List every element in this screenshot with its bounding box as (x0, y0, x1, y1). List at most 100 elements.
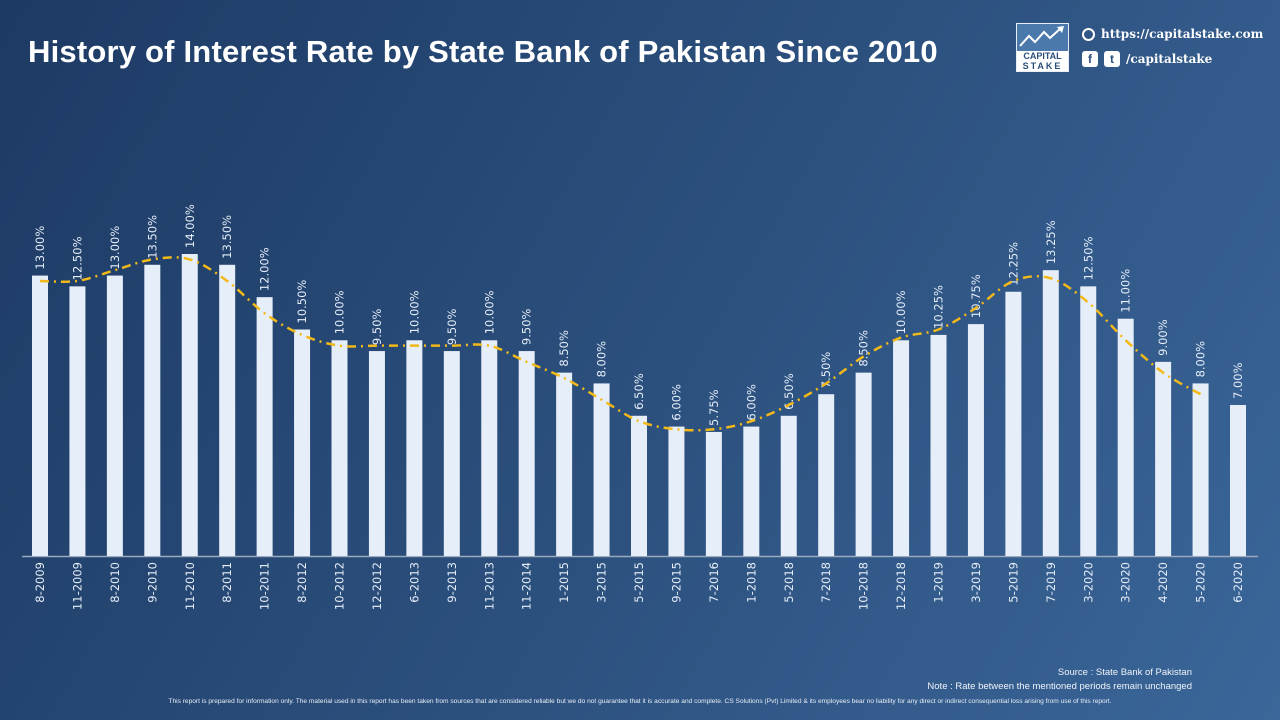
data-label: 5.75% (707, 389, 721, 426)
data-label: 8.00% (595, 341, 609, 378)
bar (406, 340, 423, 556)
globe-icon (1082, 27, 1095, 41)
bar (69, 286, 86, 556)
social-link[interactable]: f t /capitalstake (1082, 51, 1212, 67)
bar (518, 351, 535, 556)
bar (256, 297, 273, 556)
facebook-icon[interactable]: f (1082, 51, 1098, 67)
disclaimer-text: This report is prepared for information … (168, 698, 1112, 705)
data-label: 9.50% (520, 308, 534, 345)
data-label: 10.50% (295, 280, 309, 324)
bar (855, 372, 872, 556)
x-tick-label: 4-2020 (1156, 562, 1170, 603)
data-label: 11.00% (1119, 269, 1133, 313)
x-tick-label: 9-2015 (669, 562, 683, 603)
data-label: 12.50% (70, 236, 84, 280)
data-label: 10.00% (894, 290, 908, 334)
data-label: 13.25% (1044, 220, 1058, 264)
bar (893, 340, 910, 556)
x-tick-label: 9-2010 (145, 562, 159, 603)
bar (144, 264, 161, 556)
data-label: 12.00% (258, 247, 272, 291)
data-label: 6.50% (632, 373, 646, 410)
data-label: 10.00% (482, 290, 496, 334)
bar (1005, 291, 1022, 556)
bar (1230, 405, 1246, 556)
x-tick-label: 7-2019 (1044, 562, 1058, 603)
website-text[interactable]: https://capitalstake.com (1101, 27, 1264, 41)
x-tick-label: 10-2018 (857, 562, 871, 610)
x-tick-label: 8-2012 (295, 562, 309, 603)
data-label: 8.00% (1194, 341, 1208, 378)
x-tick-label: 7-2016 (707, 562, 721, 603)
x-tick-label: 9-2013 (445, 562, 459, 603)
bar (368, 351, 385, 556)
data-label: 8.50% (557, 330, 571, 367)
bar (331, 340, 348, 556)
data-label: 10.00% (333, 290, 347, 334)
x-tick-label: 6-2013 (407, 562, 421, 603)
bar (930, 334, 947, 556)
x-tick-label: 10-2011 (258, 562, 272, 610)
website-link[interactable]: https://capitalstake.com (1082, 27, 1263, 41)
data-label: 10.75% (969, 274, 983, 318)
data-label: 6.00% (669, 384, 683, 421)
data-label: 9.50% (370, 308, 384, 345)
x-tick-label: 3-2019 (969, 562, 983, 603)
data-label: 7.00% (1231, 362, 1245, 399)
bar (556, 372, 573, 556)
x-tick-label: 3-2020 (1081, 562, 1095, 603)
bar (1042, 270, 1059, 556)
bar (631, 415, 647, 556)
bar (668, 426, 685, 556)
bar (443, 351, 460, 556)
data-label: 6.00% (744, 384, 758, 421)
data-label: 6.50% (782, 373, 796, 410)
moving-average-trendline (39, 256, 1202, 432)
x-tick-label: 12-2012 (370, 562, 384, 610)
bar (705, 431, 722, 556)
data-label: 8.50% (857, 330, 871, 367)
bar (1117, 318, 1134, 556)
x-tick-label: 1-2019 (932, 562, 946, 603)
x-tick-label: 5-2020 (1194, 562, 1208, 603)
bar (181, 254, 198, 556)
source-text: Source : State Bank of Pakistan (1057, 667, 1192, 678)
x-tick-label: 5-2019 (1006, 562, 1020, 603)
data-label: 14.00% (183, 204, 197, 248)
bar (294, 329, 311, 556)
note-text: Note : Rate between the mentioned period… (927, 681, 1192, 692)
bar (593, 383, 610, 556)
data-label: 13.00% (108, 226, 122, 270)
x-tick-label: 11-2010 (183, 562, 197, 610)
x-tick-label: 10-2012 (333, 562, 347, 610)
x-tick-label: 11-2013 (482, 562, 496, 610)
bar (32, 275, 48, 556)
bar (780, 415, 797, 556)
logo-text-stake: STAKE (1022, 61, 1063, 71)
bar (743, 426, 760, 556)
x-tick-label: 8-2011 (220, 562, 234, 603)
x-tick-label: 1-2015 (557, 562, 571, 603)
bar (1155, 361, 1172, 556)
x-tick-label: 5-2018 (782, 562, 796, 603)
x-tick-label: 3-2020 (1119, 562, 1133, 603)
data-label: 13.50% (145, 215, 159, 259)
x-tick-label: 3-2015 (595, 562, 609, 603)
data-label: 13.00% (33, 226, 47, 270)
x-tick-label: 1-2018 (744, 562, 758, 603)
capital-stake-logo: CAPITAL STAKE (1016, 23, 1069, 72)
social-handle[interactable]: /capitalstake (1126, 52, 1213, 66)
bar (967, 324, 984, 556)
twitter-icon[interactable]: t (1104, 51, 1120, 67)
chart-arrow-icon (1019, 26, 1064, 47)
bar (1192, 383, 1209, 556)
x-tick-label: 6-2020 (1231, 562, 1245, 603)
bar (219, 264, 236, 556)
data-label: 9.50% (445, 308, 459, 345)
x-tick-label: 12-2018 (894, 562, 908, 610)
bar (106, 275, 123, 556)
data-label: 7.50% (819, 352, 833, 389)
bar (818, 394, 835, 556)
data-label: 13.50% (220, 215, 234, 259)
